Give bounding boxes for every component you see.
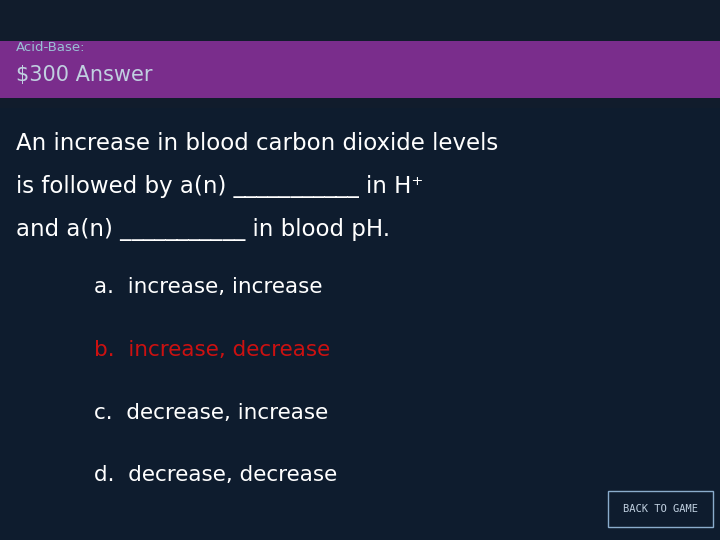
FancyBboxPatch shape	[0, 98, 720, 108]
Text: c.  decrease, increase: c. decrease, increase	[94, 402, 328, 423]
FancyBboxPatch shape	[0, 40, 720, 100]
Text: $300 Answer: $300 Answer	[16, 64, 153, 85]
FancyBboxPatch shape	[0, 0, 720, 40]
Text: BACK TO GAME: BACK TO GAME	[623, 504, 698, 514]
Text: b.  increase, decrease: b. increase, decrease	[94, 340, 330, 360]
Text: An increase in blood carbon dioxide levels: An increase in blood carbon dioxide leve…	[16, 132, 498, 154]
Text: a.  increase, increase: a. increase, increase	[94, 277, 322, 298]
Text: and a(n) ___________ in blood pH.: and a(n) ___________ in blood pH.	[16, 218, 390, 241]
Text: Acid-Base:: Acid-Base:	[16, 41, 86, 54]
Text: is followed by a(n) ___________ in H⁺: is followed by a(n) ___________ in H⁺	[16, 175, 423, 198]
Text: d.  decrease, decrease: d. decrease, decrease	[94, 465, 337, 485]
FancyBboxPatch shape	[608, 491, 713, 526]
